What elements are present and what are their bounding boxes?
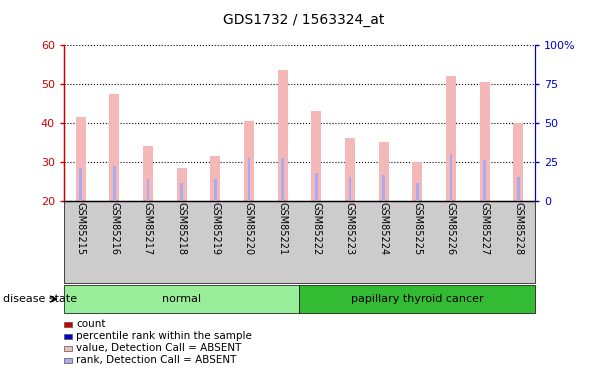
Bar (412, 162, 423, 201)
Bar (113, 166, 116, 201)
Text: papillary thyroid cancer: papillary thyroid cancer (351, 294, 483, 304)
Bar (210, 156, 220, 201)
Bar (176, 168, 187, 201)
Bar (247, 158, 250, 201)
Bar (446, 76, 456, 201)
Text: value, Detection Call = ABSENT: value, Detection Call = ABSENT (76, 344, 241, 353)
Bar (483, 160, 486, 201)
Bar (449, 154, 452, 201)
Bar (278, 70, 288, 201)
Bar (282, 158, 284, 201)
Bar (244, 121, 254, 201)
Bar (79, 168, 82, 201)
Bar (109, 94, 119, 201)
Bar (379, 142, 389, 201)
Bar (513, 123, 523, 201)
Text: rank, Detection Call = ABSENT: rank, Detection Call = ABSENT (76, 356, 237, 365)
Bar (480, 82, 489, 201)
Bar (345, 138, 355, 201)
Bar (517, 177, 520, 201)
Text: normal: normal (162, 294, 201, 304)
Text: percentile rank within the sample: percentile rank within the sample (76, 332, 252, 341)
Bar (147, 179, 150, 201)
Bar (382, 176, 385, 201)
Text: disease state: disease state (3, 294, 77, 304)
Bar (315, 173, 317, 201)
Bar (75, 117, 86, 201)
Bar (416, 183, 418, 201)
Text: GDS1732 / 1563324_at: GDS1732 / 1563324_at (223, 13, 385, 27)
Text: count: count (76, 320, 106, 329)
Bar (143, 146, 153, 201)
Bar (348, 177, 351, 201)
Bar (181, 183, 183, 201)
Bar (214, 179, 216, 201)
Bar (311, 111, 321, 201)
